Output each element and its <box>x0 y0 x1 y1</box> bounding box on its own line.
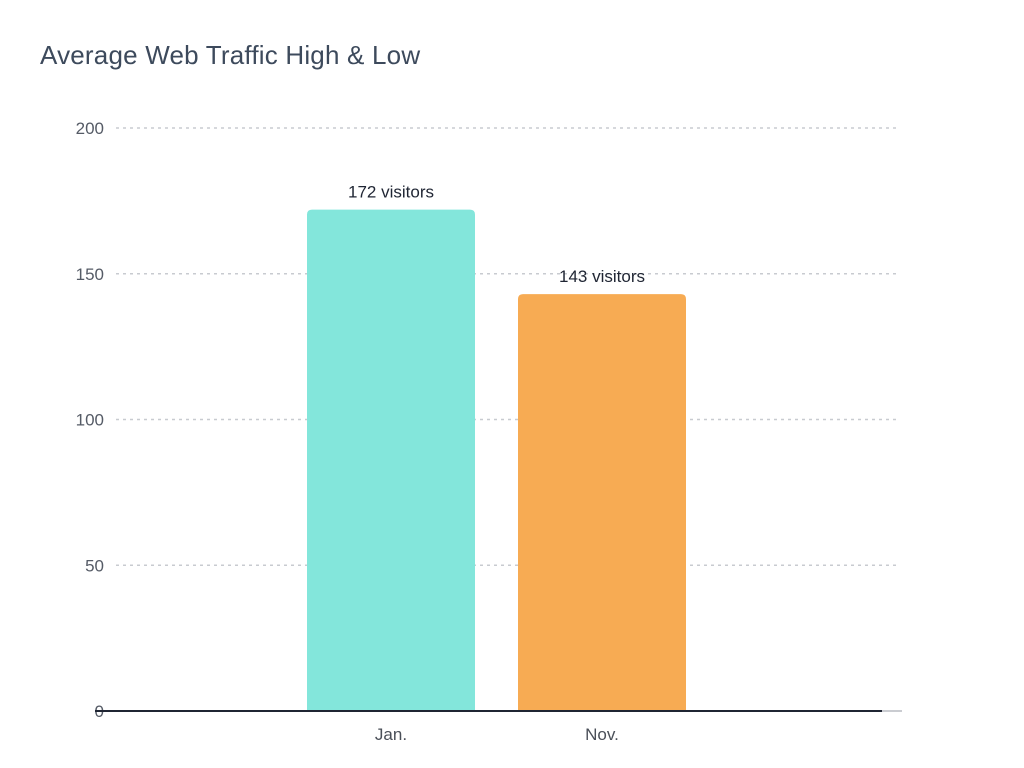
y-tick-label: 50 <box>85 556 104 575</box>
y-tick-label: 100 <box>76 411 104 430</box>
bar-nov <box>518 294 686 711</box>
y-tick-label: 150 <box>76 265 104 284</box>
bar-data-label: 172 visitors <box>348 183 434 202</box>
chart-title: Average Web Traffic High & Low <box>40 40 421 70</box>
x-category-label: Nov. <box>585 725 619 744</box>
y-tick-label: 200 <box>76 119 104 138</box>
bar-data-label: 143 visitors <box>559 267 645 286</box>
bar-jan <box>307 209 475 711</box>
x-category-label: Jan. <box>375 725 407 744</box>
